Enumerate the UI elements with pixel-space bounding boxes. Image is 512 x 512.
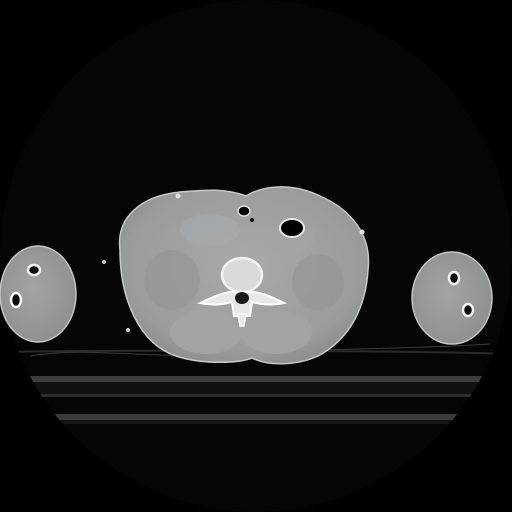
spinal-canal	[235, 292, 249, 304]
left-arm	[0, 245, 77, 343]
bowel-region	[180, 214, 240, 246]
skin-marker	[359, 229, 365, 235]
trunk	[102, 186, 370, 365]
bowel-gas-small	[237, 205, 251, 217]
lumbar-vertebra	[196, 256, 287, 327]
right-arm-bone-lower	[461, 302, 475, 318]
left-arm-soft-tissue	[0, 245, 77, 343]
right-arm-soft-tissue	[411, 251, 493, 345]
skin-marker	[102, 260, 106, 264]
vertebral-body	[220, 256, 264, 294]
left-paraspinal-muscle	[170, 310, 242, 354]
left-kidney-region	[144, 250, 200, 310]
left-arm-bone-upper	[26, 263, 42, 277]
right-kidney-region	[292, 254, 344, 310]
right-arm-bone-upper	[447, 270, 461, 286]
bowel-gas-tiny	[250, 218, 254, 222]
spinous-process	[237, 313, 247, 327]
left-arm-bone-lower	[9, 291, 23, 309]
skin-marker	[126, 328, 130, 332]
right-arm	[411, 251, 493, 345]
right-paraspinal-muscle	[240, 310, 312, 354]
bowel-gas-large	[279, 218, 305, 238]
skin-marker	[175, 193, 181, 199]
